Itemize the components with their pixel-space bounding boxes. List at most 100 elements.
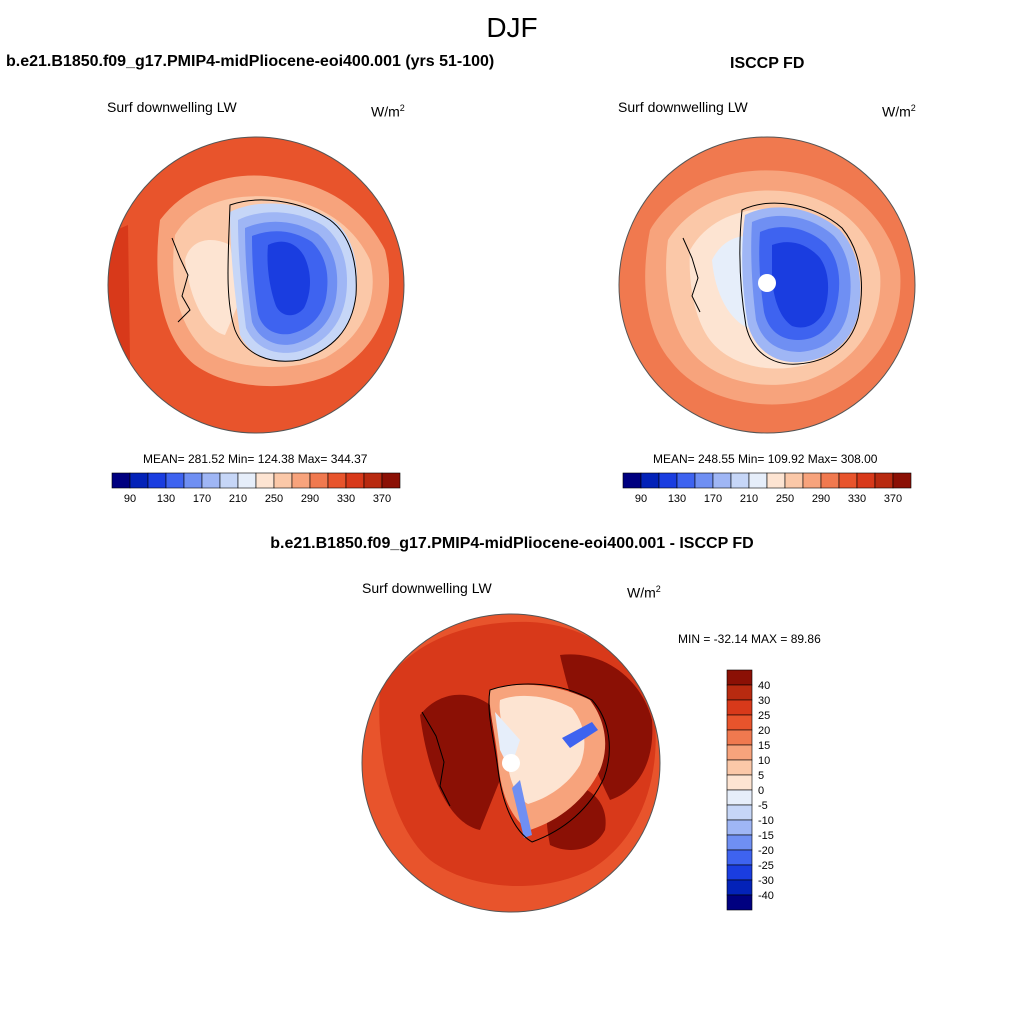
right-colorbar-box [658,472,678,489]
right-colorbar-tick-label: 330 [848,493,866,505]
left-units-label: W/m2 [371,103,405,120]
diff-colorbar-tick-label: -15 [758,830,774,842]
right-pole-hole [758,274,776,292]
right-colorbar-tick-label: 170 [704,493,722,505]
diff-coastline [421,683,610,843]
diff-variable-label: Surf downwelling LW [362,580,492,596]
diff-colorbar-tick-label: 10 [758,755,770,767]
right-colorbar-tick-label: 90 [635,493,647,505]
diff-map [361,613,661,913]
right-map-border [618,136,916,434]
diff-colorbar-box [726,774,753,791]
diff-colorbar-box [726,789,753,806]
diff-field-peninsula-max [420,694,500,830]
left-colorbar-tick-label: 250 [265,493,283,505]
right-map [618,136,916,434]
diff-colorbar-tick-label: -5 [758,800,768,812]
diff-colorbar-tick-label: -40 [758,890,774,902]
diff-colorbar-tick-label: 30 [758,695,770,707]
diff-units-label: W/m2 [627,584,661,601]
right-units: W/m [882,103,911,120]
left-colorbar-box [147,472,167,489]
right-field-level-130 [772,242,829,328]
diff-colorbar-box [726,744,753,761]
diff-colorbar-box [726,699,753,716]
right-colorbar-box [676,472,696,489]
left-coastline [171,199,357,362]
left-colorbar-box [255,472,275,489]
left-units-exp: 2 [399,103,405,113]
diff-colorbar-box [726,819,753,836]
diff-colorbar-box [726,894,753,911]
right-colorbar-box [622,472,642,489]
diff-stats: MIN = -32.14 MAX = 89.86 [678,632,821,646]
diff-colorbar-tick-label: 5 [758,770,764,782]
left-colorbar-box [381,472,401,489]
diff-colorbar-tick-label: -25 [758,860,774,872]
left-colorbar-box [165,472,185,489]
left-panel-title: b.e21.B1850.f09_g17.PMIP4-midPliocene-eo… [6,53,495,70]
left-map-border [107,136,405,434]
left-colorbar-box [363,472,383,489]
left-stats: MEAN= 281.52 Min= 124.38 Max= 344.37 [143,452,368,466]
diff-colorbar-box [726,729,753,746]
diff-colorbar-tick-label: 20 [758,725,770,737]
right-units-exp: 2 [910,103,916,113]
right-stats: MEAN= 248.55 Min= 109.92 Max= 308.00 [653,452,878,466]
right-colorbar-box [712,472,732,489]
left-colorbar-box [201,472,221,489]
diff-colorbar-box [726,864,753,881]
diff-colorbar-tick-label: 15 [758,740,770,752]
right-colorbar-tick-label: 370 [884,493,902,505]
left-colorbar-box [345,472,365,489]
right-colorbar-box [694,472,714,489]
left-colorbar-tick-label: 330 [337,493,355,505]
diff-panel-title: b.e21.B1850.f09_g17.PMIP4-midPliocene-eo… [270,535,754,552]
left-colorbar-box [129,472,149,489]
left-colorbar-box [327,472,347,489]
diff-colorbar-box [726,879,753,896]
diff-pole-hole [502,754,520,772]
right-colorbar-box [856,472,876,489]
right-colorbar-box [838,472,858,489]
right-colorbar: 90 130 170 210 250 290 330 370 [622,472,912,505]
diff-colorbar-box [726,804,753,821]
diff-colorbar-box [726,669,753,686]
left-colorbar-box [273,472,293,489]
left-colorbar-tick-label: 290 [301,493,319,505]
right-coastline [682,202,862,365]
right-colorbar-box [730,472,750,489]
left-colorbar-box [309,472,329,489]
left-colorbar-tick-label: 370 [373,493,391,505]
left-colorbar-tick-label: 130 [157,493,175,505]
left-colorbar-box [183,472,203,489]
right-colorbar-box [820,472,840,489]
diff-units: W/m [627,584,656,601]
right-units-label: W/m2 [882,103,916,120]
diff-colorbar-box [726,684,753,701]
diff-colorbar-box [726,714,753,731]
right-variable-label: Surf downwelling LW [618,99,748,115]
left-colorbar-tick-label: 90 [124,493,136,505]
left-field-level-130 [267,241,310,316]
right-colorbar-box [874,472,894,489]
diff-field-negative-streak-2 [512,780,532,838]
diff-colorbar-tick-label: 25 [758,710,770,722]
right-colorbar-tick-label: 130 [668,493,686,505]
left-colorbar-box [237,472,257,489]
diff-units-exp: 2 [655,584,661,594]
right-colorbar-tick-label: 210 [740,493,758,505]
diff-colorbar-box [726,849,753,866]
diff-colorbar-tick-label: 0 [758,785,764,797]
right-colorbar-tick-label: 250 [776,493,794,505]
diff-colorbar-tick-label: -10 [758,815,774,827]
left-colorbar-box [219,472,239,489]
right-colorbar-box [802,472,822,489]
right-colorbar-box [784,472,804,489]
left-units: W/m [371,103,400,120]
right-colorbar-tick-label: 290 [812,493,830,505]
diff-colorbar-box [726,759,753,776]
left-map [107,136,405,434]
left-colorbar-tick-label: 210 [229,493,247,505]
